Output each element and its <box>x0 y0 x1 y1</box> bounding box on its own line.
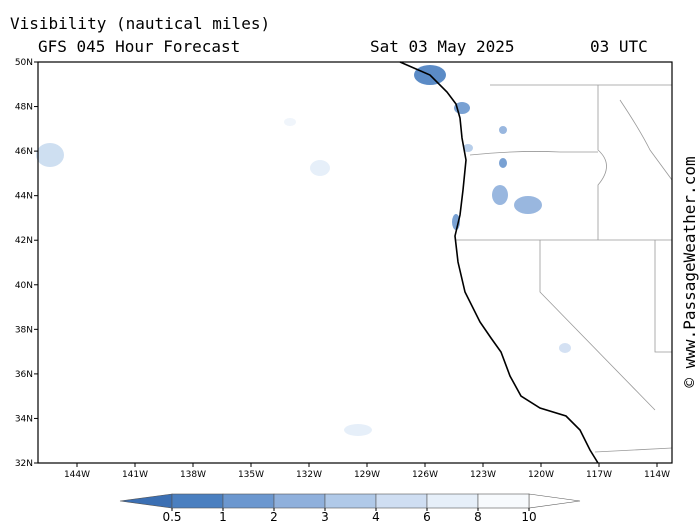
lon-label: 144W <box>64 470 90 480</box>
lat-label: 42N <box>15 236 33 246</box>
colorbar-segment <box>477 493 530 509</box>
lon-label: 132W <box>296 470 322 480</box>
colorbar-segment <box>324 493 377 509</box>
colorbar-segment <box>273 493 326 509</box>
lon-label: 126W <box>412 470 438 480</box>
map-background <box>38 62 672 463</box>
axes: 50N 48N 46N 44N 42N 40N 38N 36N 34N 32N 144W 141W 13… <box>15 58 670 480</box>
colorbar-segment <box>426 493 479 509</box>
colorbar: 0.5 1 2 3 4 6 8 10 <box>119 493 581 524</box>
map-frame <box>37 61 673 464</box>
map-area <box>36 61 673 464</box>
colorbar-segment <box>171 493 224 509</box>
credit: © www.PassageWeather.com <box>680 156 699 387</box>
lat-label: 32N <box>15 459 33 469</box>
title: Visibility (nautical miles) <box>10 14 270 33</box>
valid-time: 03 UTC <box>590 37 648 56</box>
colorbar-segment <box>375 493 428 509</box>
lon-label: 123W <box>470 470 496 480</box>
lon-label: 117W <box>586 470 612 480</box>
colorbar-label: 0.5 <box>162 510 181 524</box>
colorbar-over <box>528 493 581 509</box>
visibility-shading <box>36 65 571 436</box>
valid-date: Sat 03 May 2025 <box>370 37 515 56</box>
lon-label: 129W <box>354 470 380 480</box>
lon-label: 141W <box>122 470 148 480</box>
subtitle: GFS 045 Hour Forecast <box>38 37 240 56</box>
lon-label: 114W <box>644 470 670 480</box>
colorbar-label: 2 <box>270 510 278 524</box>
lon-label: 135W <box>238 470 264 480</box>
lat-label: 48N <box>15 103 33 113</box>
lat-label: 34N <box>15 414 33 424</box>
colorbar-label: 10 <box>521 510 536 524</box>
lat-label: 40N <box>15 281 33 291</box>
lat-label: 44N <box>15 192 33 202</box>
lat-label: 50N <box>15 58 33 68</box>
lon-label: 138W <box>180 470 206 480</box>
lat-label: 38N <box>15 325 33 335</box>
colorbar-under <box>119 493 173 509</box>
lon-label: 120W <box>528 470 554 480</box>
colorbar-label: 8 <box>474 510 482 524</box>
colorbar-segment <box>222 493 275 509</box>
colorbar-label: 3 <box>321 510 329 524</box>
coastline <box>399 61 599 464</box>
borders <box>455 84 673 453</box>
colorbar-label: 4 <box>372 510 380 524</box>
lat-label: 46N <box>15 147 33 157</box>
colorbar-label: 1 <box>219 510 227 524</box>
lat-label: 36N <box>15 370 33 380</box>
colorbar-label: 6 <box>423 510 431 524</box>
